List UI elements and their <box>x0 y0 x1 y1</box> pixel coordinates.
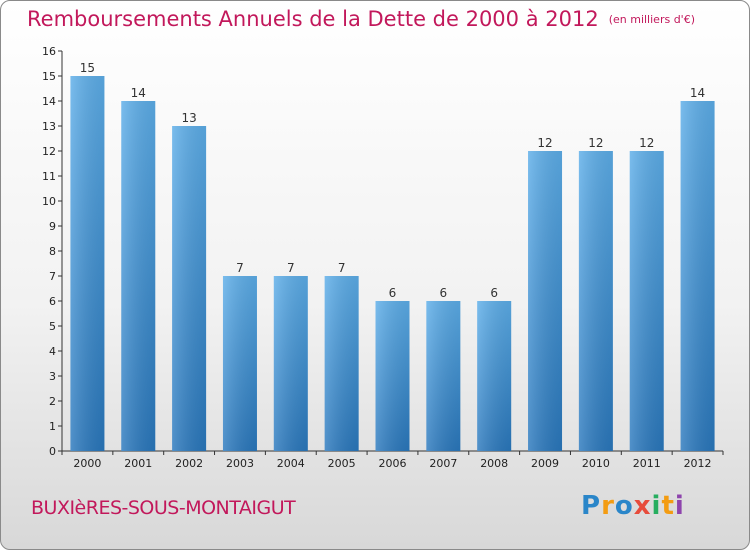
x-tick-label: 2008 <box>480 457 508 470</box>
x-tick-label: 2006 <box>379 457 407 470</box>
y-tick-label: 12 <box>42 145 56 158</box>
bar-shade <box>70 76 105 451</box>
x-tick-label: 2004 <box>277 457 305 470</box>
y-tick-label: 7 <box>49 270 56 283</box>
data-label: 6 <box>440 286 448 300</box>
proxiti-logo: Proxiti <box>581 491 685 521</box>
bar-shade <box>629 151 664 451</box>
data-label: 6 <box>389 286 397 300</box>
bar-shade <box>172 126 207 451</box>
bar-shade <box>121 101 156 451</box>
y-tick-label: 6 <box>49 295 56 308</box>
city-name: BUXIèRES-SOUS-MONTAIGUT <box>31 497 296 519</box>
bar-shade <box>324 276 359 451</box>
data-label: 7 <box>236 261 244 275</box>
data-label: 12 <box>588 136 603 150</box>
x-tick-label: 2001 <box>124 457 152 470</box>
x-tick-label: 2007 <box>429 457 457 470</box>
x-tick-label: 2011 <box>633 457 661 470</box>
y-tick-label: 11 <box>42 170 56 183</box>
y-tick-label: 3 <box>49 370 56 383</box>
bar-shade <box>273 276 308 451</box>
bar-shade <box>426 301 461 451</box>
x-tick-label: 2000 <box>73 457 101 470</box>
y-tick-label: 5 <box>49 320 56 333</box>
chart-title: Remboursements Annuels de la Dette de 20… <box>27 7 695 31</box>
data-label: 12 <box>639 136 654 150</box>
x-tick-label: 2003 <box>226 457 254 470</box>
bar-shade <box>528 151 563 451</box>
x-tick-label: 2012 <box>684 457 712 470</box>
y-tick-label: 0 <box>49 445 56 458</box>
data-label: 13 <box>181 111 196 125</box>
data-label: 15 <box>80 61 95 75</box>
y-tick-label: 10 <box>42 195 56 208</box>
bar-shade <box>680 101 715 451</box>
y-tick-label: 1 <box>49 420 56 433</box>
data-label: 6 <box>490 286 498 300</box>
chart-bars <box>70 76 715 451</box>
y-tick-label: 2 <box>49 395 56 408</box>
data-label: 7 <box>287 261 295 275</box>
bar-shade <box>375 301 410 451</box>
data-label: 14 <box>131 86 146 100</box>
chart-unit: (en milliers d'€) <box>608 13 695 26</box>
x-tick-label: 2009 <box>531 457 559 470</box>
y-tick-label: 9 <box>49 220 56 233</box>
bar-shade <box>222 276 257 451</box>
chart-labels: 2000 15 2001 14 2002 13 2003 7 2004 7 2005 7 2006 6 20… <box>73 61 711 470</box>
y-tick-label: 4 <box>49 345 56 358</box>
y-tick-label: 15 <box>42 70 56 83</box>
x-tick-label: 2010 <box>582 457 610 470</box>
x-tick-label: 2005 <box>328 457 356 470</box>
y-tick-label: 14 <box>42 95 56 108</box>
bar-shade <box>578 151 613 451</box>
data-label: 12 <box>537 136 552 150</box>
y-tick-label: 16 <box>42 45 56 58</box>
y-tick-label: 13 <box>42 120 56 133</box>
chart-title-text: Remboursements Annuels de la Dette de 20… <box>27 7 599 31</box>
data-label: 7 <box>338 261 346 275</box>
data-label: 14 <box>690 86 705 100</box>
x-tick-label: 2002 <box>175 457 203 470</box>
y-tick-label: 8 <box>49 245 56 258</box>
bar-shade <box>477 301 512 451</box>
